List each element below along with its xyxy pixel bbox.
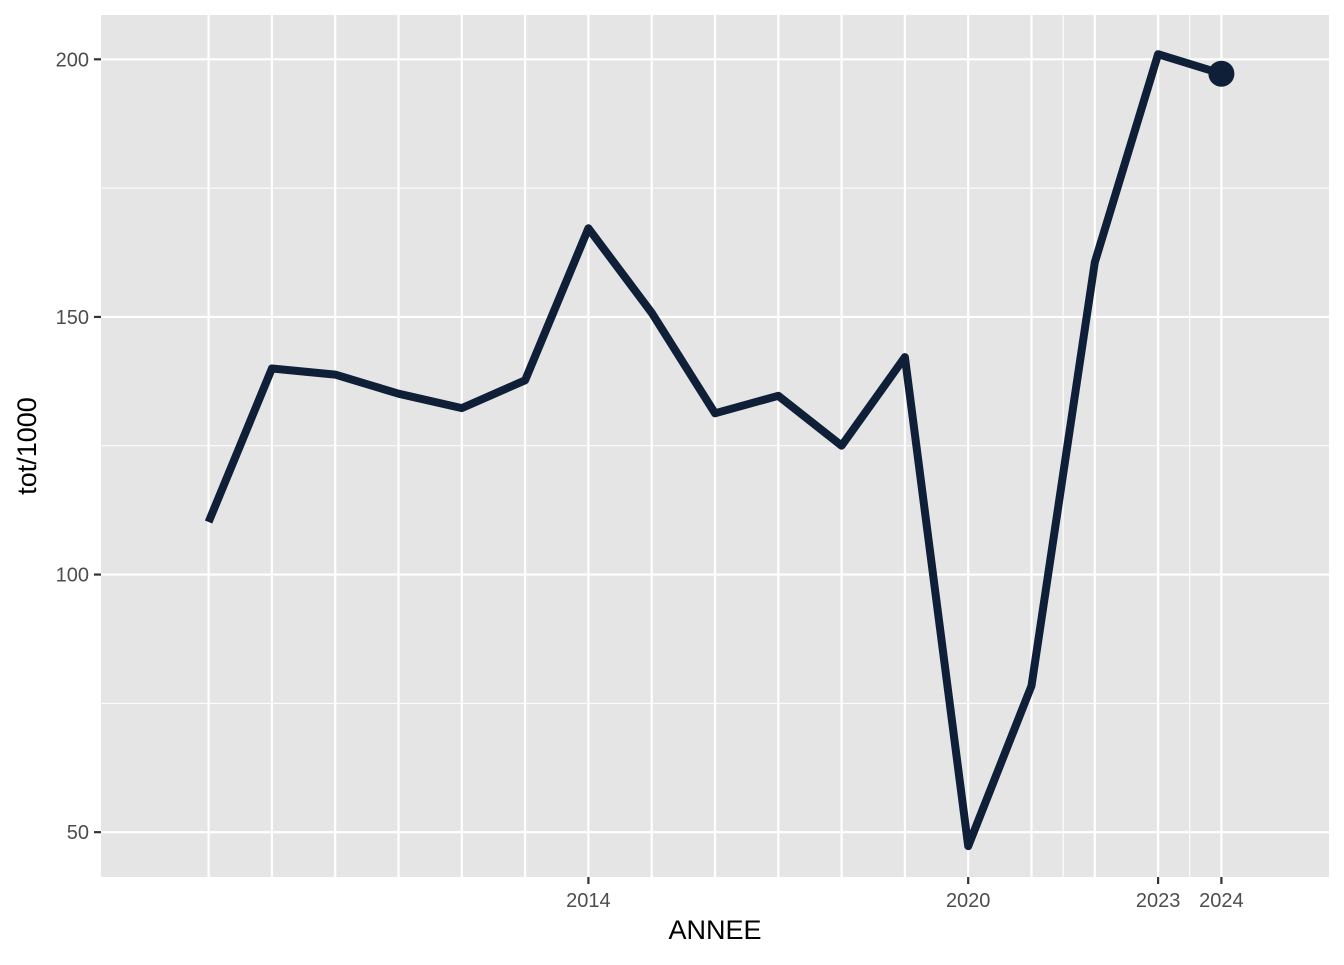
y-tick-label: 150 xyxy=(56,307,89,329)
x-tick-label: 2024 xyxy=(1199,890,1244,912)
y-tick-label: 50 xyxy=(67,822,89,844)
x-tick-label: 2023 xyxy=(1136,890,1181,912)
y-axis-title: tot/1000 xyxy=(12,397,42,495)
x-axis: 2014 2020 2023 2024 xyxy=(566,877,1243,912)
highlight-point xyxy=(1208,61,1234,87)
x-tick-label: 2020 xyxy=(946,890,991,912)
y-axis: 50 100 150 200 xyxy=(56,49,101,844)
y-tick-label: 200 xyxy=(56,49,89,71)
y-tick-label: 100 xyxy=(56,565,89,587)
x-tick-label: 2014 xyxy=(566,890,611,912)
x-axis-title: ANNEE xyxy=(668,915,761,945)
